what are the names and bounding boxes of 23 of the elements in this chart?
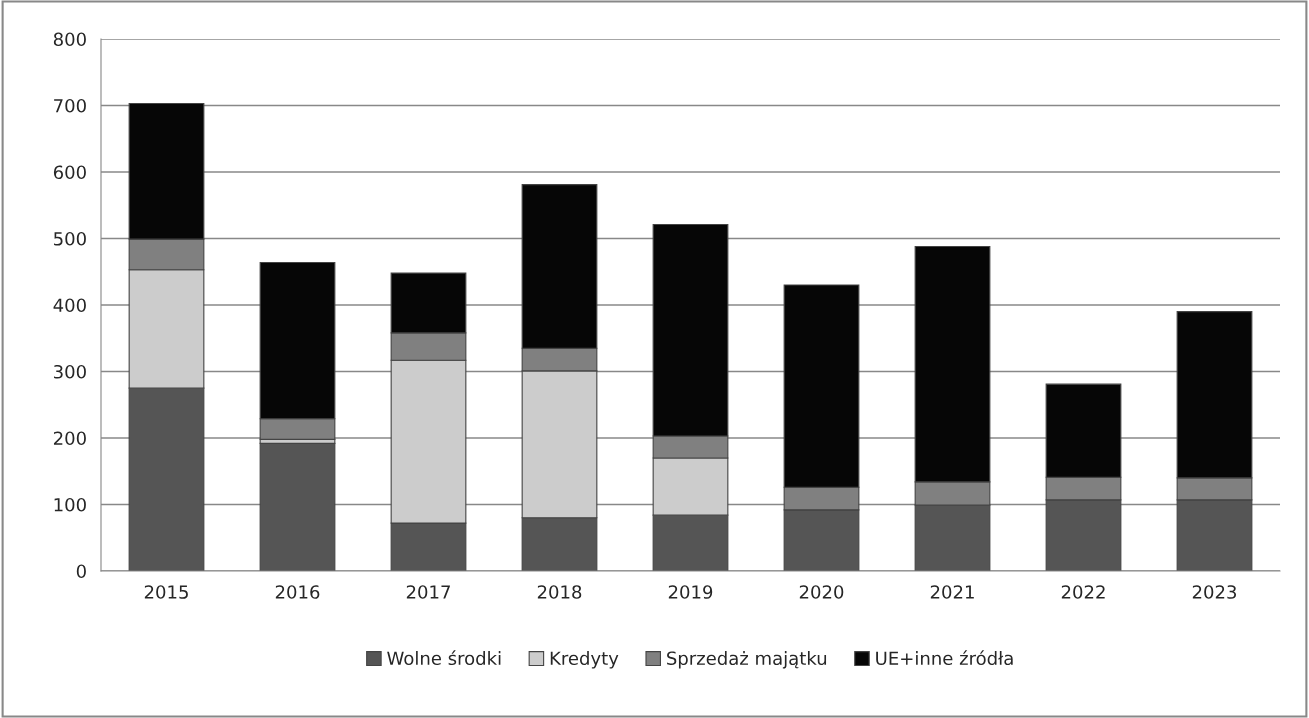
x-tick-label: 2015 <box>144 585 188 599</box>
y-tick-label: 0 <box>76 564 86 579</box>
y-tick-label: 200 <box>53 431 86 446</box>
y-tick-label: 500 <box>54 231 86 246</box>
x-tick-label: 2020 <box>799 585 844 599</box>
legend-label: Kredyty <box>550 651 619 669</box>
legend-label: UE+inne źródła <box>876 650 1013 666</box>
x-tick-label: 2023 <box>1192 585 1237 599</box>
legend-label: Sprzedaż majątku <box>667 651 827 669</box>
y-tick-label: 600 <box>53 165 86 180</box>
y-tick-label: 800 <box>53 32 86 47</box>
x-tick-label: 2017 <box>406 585 450 599</box>
y-tick-label: 700 <box>54 98 86 113</box>
y-tick-label: 400 <box>53 298 86 313</box>
y-tick-label: 300 <box>54 364 86 379</box>
x-tick-label: 2019 <box>668 585 713 599</box>
y-tick-label: 100 <box>54 497 86 512</box>
legend-label: Wolne środki <box>387 650 501 666</box>
bar <box>259 442 336 571</box>
x-tick-label: 2016 <box>275 585 320 599</box>
x-tick-label: 2021 <box>930 585 974 599</box>
x-tick-label: 2018 <box>537 585 582 599</box>
x-tick-label: 2022 <box>1061 585 1105 599</box>
